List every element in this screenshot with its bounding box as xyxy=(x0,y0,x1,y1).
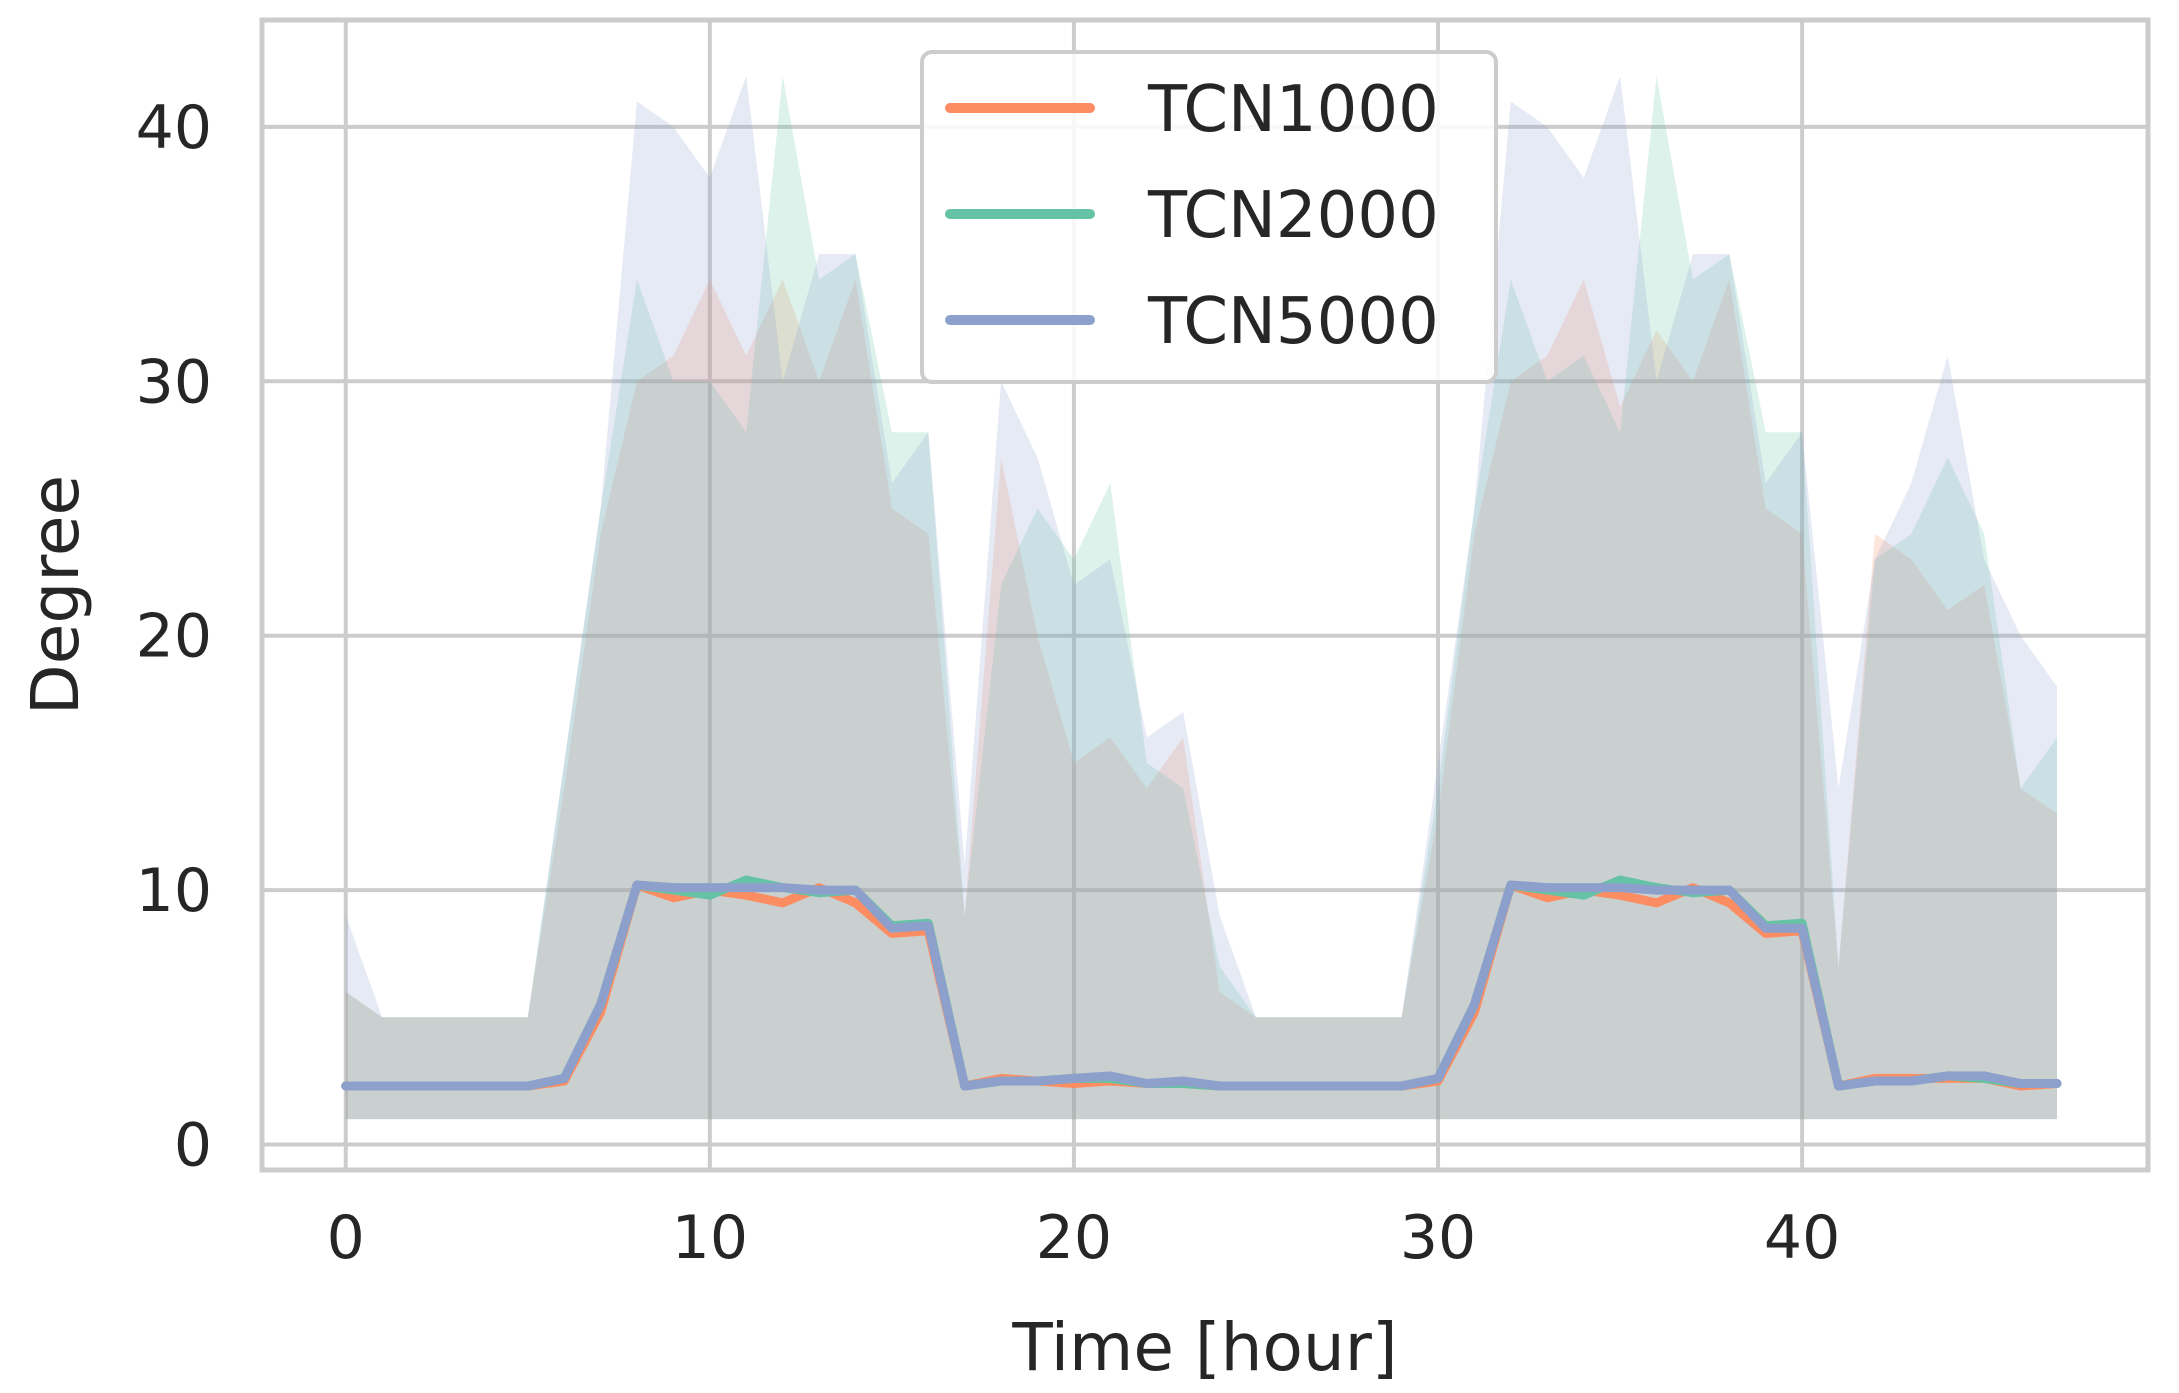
x-axis-label: Time [hour] xyxy=(1011,1309,1397,1386)
line-tcn5000 xyxy=(341,880,2062,1091)
plot-frame xyxy=(259,17,2151,1173)
legend-label-tcn1000: TCN1000 xyxy=(1147,73,1439,147)
x-tick-label: 10 xyxy=(672,1203,748,1273)
band-tcn5000 xyxy=(345,76,2058,1120)
x-tick-label: 0 xyxy=(327,1203,365,1273)
x-tick-label: 20 xyxy=(1036,1203,1112,1273)
y-axis-label: Degree xyxy=(17,475,94,715)
legend-label-tcn5000: TCN5000 xyxy=(1147,285,1439,359)
x-tick-label: 30 xyxy=(1400,1203,1476,1273)
y-tick-label: 10 xyxy=(136,856,212,926)
confidence-bands xyxy=(345,76,2058,1120)
band-tcn2000 xyxy=(345,76,2058,1120)
legend-label-tcn2000: TCN2000 xyxy=(1147,179,1439,253)
band-tcn1000 xyxy=(345,279,2058,1120)
series-lines xyxy=(341,875,2062,1091)
tick-labels: 0 10 20 30 40 0 10 20 30 40 xyxy=(136,93,1841,1273)
y-tick-label: 20 xyxy=(136,602,212,672)
y-tick-label: 0 xyxy=(174,1111,212,1181)
x-tick-label: 40 xyxy=(1764,1203,1840,1273)
legend: TCN1000 TCN2000 TCN5000 xyxy=(920,50,1498,384)
y-tick-label: 30 xyxy=(136,347,212,417)
legend-box xyxy=(920,50,1498,384)
y-tick-label: 40 xyxy=(136,93,212,163)
